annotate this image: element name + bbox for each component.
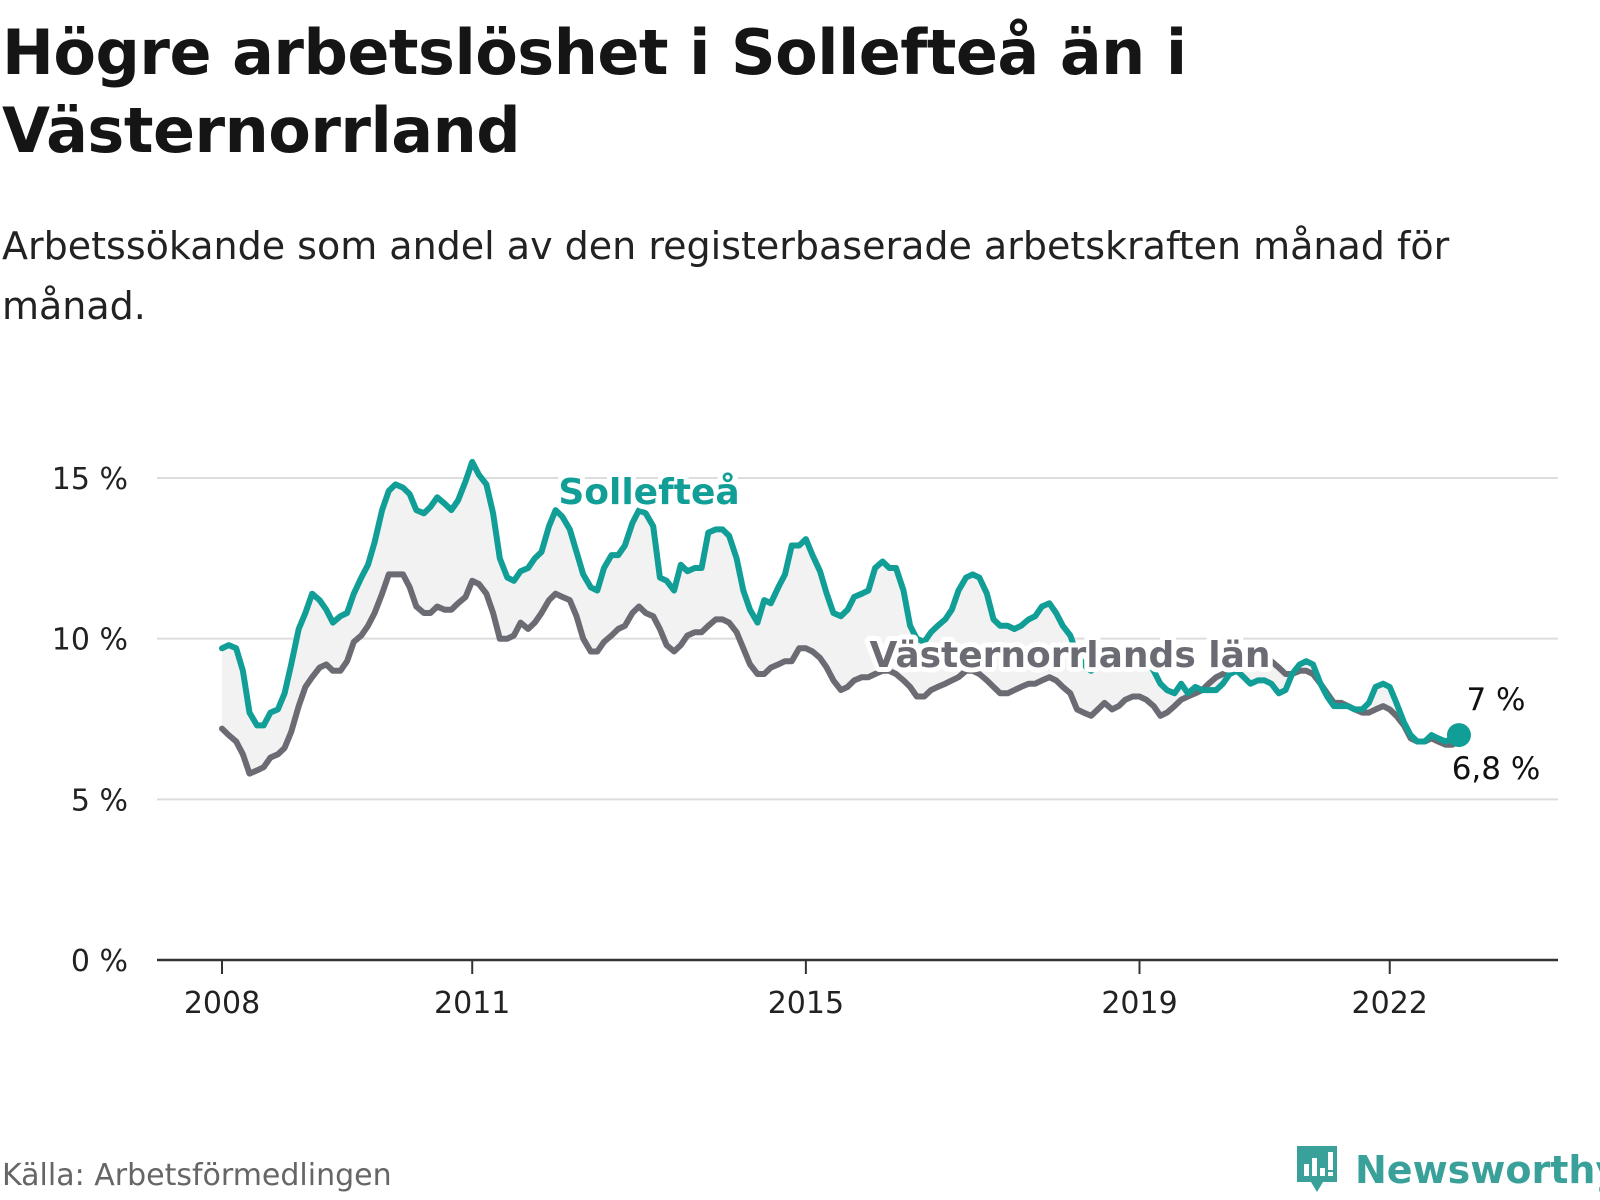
x-axis-ticks: 2008 2011 2015 2019 2022 (184, 960, 1428, 1021)
brand-name: Newsworthy (1355, 1148, 1600, 1192)
source-note: Källa: Arbetsförmedlingen (2, 1158, 392, 1193)
end-value-label-vasternorrland: 6,8 % (1452, 751, 1541, 787)
series-line-vasternorrland (219, 571, 1462, 777)
x-tick-label: 2011 (434, 986, 510, 1021)
y-tick-label: 0 % (71, 944, 128, 979)
series-label-vasternorrland: Västernorrlands län (869, 635, 1270, 676)
x-tick-label: 2022 (1352, 986, 1428, 1021)
x-tick-label: 2015 (768, 986, 844, 1021)
end-point-marker-solleftea (1446, 723, 1471, 748)
y-tick-label: 15 % (52, 462, 128, 497)
y-axis-ticks: 0 % 5 % 10 % 15 % (52, 462, 128, 979)
chart-subtitle: Arbetssökande som andel av den registerb… (2, 224, 1450, 328)
series-label-solleftea: Sollefteå (558, 472, 739, 513)
brand-logo[interactable]: Newsworthy (1293, 1142, 1600, 1198)
end-value-label-solleftea: 7 % (1466, 682, 1525, 718)
chart-title: Högre arbetslöshet i Sollefteå än i Väst… (2, 16, 1187, 167)
x-tick-label: 2019 (1101, 986, 1177, 1021)
series-line-solleftea (219, 458, 1462, 745)
y-tick-label: 5 % (71, 783, 128, 818)
x-tick-label: 2008 (184, 986, 260, 1021)
y-tick-label: 10 % (52, 623, 128, 658)
newsworthy-logo-icon (1297, 1146, 1337, 1192)
